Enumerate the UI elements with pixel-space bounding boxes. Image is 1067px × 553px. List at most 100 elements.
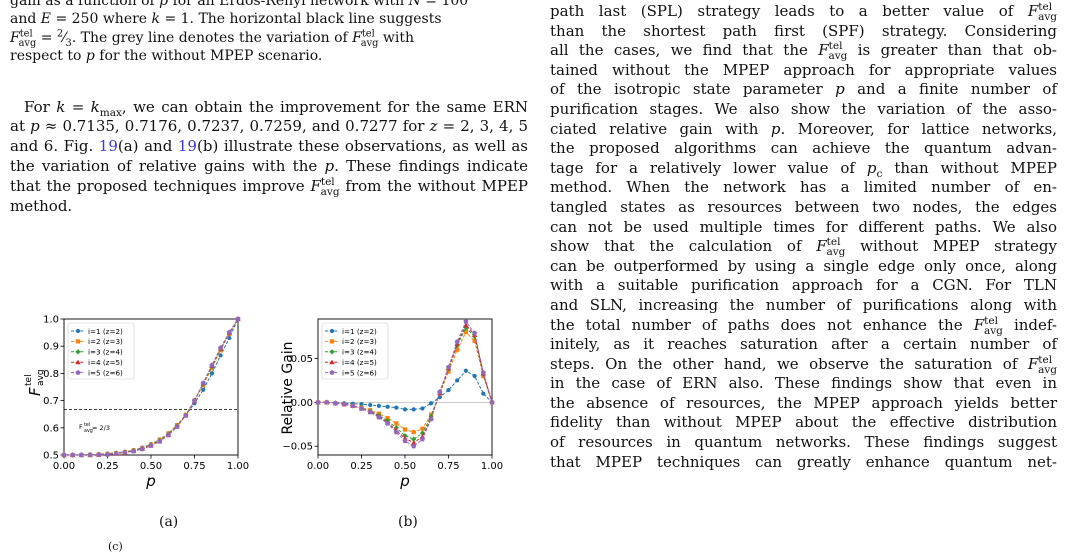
data-point bbox=[463, 368, 468, 373]
y-tick-label: 0.00 bbox=[291, 398, 313, 409]
data-point bbox=[481, 391, 486, 396]
data-point bbox=[226, 329, 232, 335]
data-point bbox=[70, 452, 76, 458]
subfigure-label-b: (b) bbox=[398, 514, 418, 530]
data-point bbox=[78, 452, 84, 458]
text-line: initely, as it reaches saturation after … bbox=[550, 335, 1057, 354]
data-point bbox=[201, 387, 206, 392]
series-5 bbox=[61, 316, 241, 458]
legend-label: i=2 (z=3) bbox=[88, 337, 123, 346]
data-point bbox=[411, 440, 417, 445]
corner-mark: (c) bbox=[108, 540, 123, 553]
figure-19: 0.00 0.25 0.50 0.75 1.00 0.5 0.6 0.7 0.8 0.9 1.0 p i… bbox=[24, 315, 503, 491]
reference-line-label-value: = 2/3 bbox=[92, 424, 110, 432]
x-tick-label: 0.50 bbox=[394, 461, 416, 472]
text-line: with a suitable purification approach fo… bbox=[550, 276, 1057, 295]
x-tick-label: 0.50 bbox=[140, 461, 162, 472]
legend-label: i=5 (z=6) bbox=[342, 368, 377, 377]
data-point bbox=[472, 373, 477, 379]
y-tick-label: 0.5 bbox=[43, 451, 59, 462]
data-point bbox=[165, 432, 171, 438]
x-tick-label: 1.00 bbox=[227, 461, 249, 472]
x-tick-label: 0.00 bbox=[53, 461, 75, 472]
text-line: the absence of resources, the MPEP appro… bbox=[550, 393, 1057, 412]
data-point bbox=[139, 446, 145, 452]
y-tick-label: 1.0 bbox=[43, 315, 59, 326]
data-point bbox=[113, 450, 119, 456]
chart-panel-a: 0.00 0.25 0.50 0.75 1.00 0.5 0.6 0.7 0.8 0.9 1.0 p i… bbox=[24, 315, 249, 491]
data-point bbox=[329, 359, 335, 365]
data-point bbox=[359, 402, 364, 407]
data-point bbox=[218, 353, 223, 358]
data-point bbox=[96, 452, 102, 457]
data-point bbox=[75, 339, 81, 344]
data-point bbox=[411, 430, 416, 435]
data-point bbox=[368, 402, 373, 408]
reference-line-label-sup: tel bbox=[84, 422, 90, 428]
data-point bbox=[358, 405, 365, 411]
reference-line-label-sub: avg bbox=[84, 429, 93, 434]
x-tick-label: 0.75 bbox=[183, 461, 205, 472]
data-point bbox=[480, 369, 486, 375]
text-line: of the isotropic state parameter p and a… bbox=[550, 80, 1058, 99]
data-point bbox=[209, 371, 214, 376]
x-tick-label: 1.00 bbox=[481, 461, 503, 472]
data-point bbox=[376, 414, 382, 420]
text-line: tage for a relatively lower value of pc … bbox=[550, 158, 1057, 180]
data-point bbox=[329, 349, 335, 355]
legend-label: i=3 (z=4) bbox=[88, 348, 123, 357]
data-point bbox=[385, 404, 390, 409]
data-point bbox=[463, 330, 468, 335]
x-tick-label: 0.25 bbox=[96, 461, 118, 472]
text-line: of resources in quantum networks. These … bbox=[550, 433, 1057, 452]
data-point bbox=[315, 399, 321, 405]
legend-label: i=2 (z=3) bbox=[342, 337, 377, 346]
data-point bbox=[75, 328, 81, 334]
data-point bbox=[367, 409, 373, 415]
caption-line-3: Ftelavg = 2⁄3. The grey line denotes the… bbox=[10, 28, 414, 49]
text-line: purification stages. We also show the va… bbox=[550, 99, 1057, 118]
data-point bbox=[376, 403, 381, 408]
series-5 bbox=[315, 318, 495, 449]
data-point bbox=[455, 347, 460, 352]
legend-label: i=1 (z=2) bbox=[88, 327, 123, 336]
data-point bbox=[463, 322, 469, 328]
data-point bbox=[350, 403, 356, 409]
caption-line-4: respect to p for the without MPEP scenar… bbox=[10, 48, 323, 65]
y-axis-label-sub: avg bbox=[36, 369, 46, 386]
x-axis-label: p bbox=[145, 472, 156, 490]
data-point bbox=[148, 443, 154, 448]
text-line: can be outperformed by using a single ed… bbox=[550, 256, 1057, 275]
data-point bbox=[209, 362, 215, 368]
data-point bbox=[420, 426, 425, 431]
legend-label: i=4 (z=5) bbox=[342, 358, 377, 367]
legend-label: i=1 (z=2) bbox=[342, 327, 377, 336]
data-point bbox=[489, 399, 495, 405]
text-line: in the case of ERN also. These findings … bbox=[550, 374, 1057, 393]
data-point bbox=[445, 364, 452, 370]
data-point bbox=[191, 397, 198, 403]
data-point bbox=[218, 345, 224, 351]
fig-ref-link-a[interactable]: 19 bbox=[98, 137, 118, 156]
caption-line-1: gain as a function of p for an Erdős-Rén… bbox=[10, 0, 469, 9]
data-point bbox=[75, 349, 81, 355]
data-point bbox=[235, 316, 241, 322]
x-tick-label: 0.00 bbox=[307, 461, 329, 472]
data-point bbox=[446, 387, 451, 393]
text-line: than the shortest path first (SPF) strat… bbox=[550, 21, 1057, 40]
text-line: and SLN, increasing the number of purifi… bbox=[550, 295, 1057, 314]
data-point bbox=[411, 443, 417, 449]
data-point bbox=[402, 438, 408, 444]
y-tick-label: 0.05 bbox=[291, 354, 313, 365]
data-point bbox=[104, 451, 111, 457]
fig-ref-link-b[interactable]: 19 bbox=[177, 137, 197, 156]
legend-box bbox=[67, 322, 135, 380]
data-point bbox=[122, 449, 128, 455]
y-tick-label: 0.8 bbox=[43, 369, 59, 380]
data-point bbox=[429, 401, 434, 406]
data-point bbox=[174, 424, 180, 429]
data-point bbox=[61, 452, 67, 458]
text-line: the proposed algorithms can achieve the … bbox=[550, 139, 1057, 158]
data-point bbox=[329, 339, 335, 344]
data-point bbox=[463, 318, 469, 324]
